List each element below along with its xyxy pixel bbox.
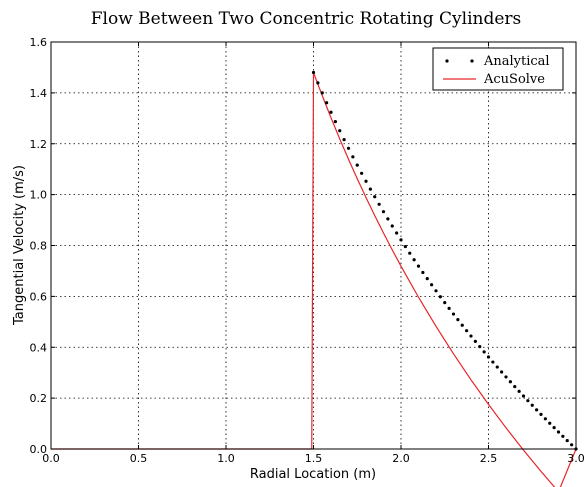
y-tick-label: 0.0 bbox=[30, 443, 48, 456]
analytical-point bbox=[565, 438, 569, 443]
analytical-point bbox=[338, 129, 342, 133]
legend-analytical-label: Analytical bbox=[483, 54, 550, 69]
analytical-point bbox=[355, 163, 359, 167]
analytical-point bbox=[316, 81, 320, 85]
analytical-point bbox=[325, 101, 329, 105]
analytical-point bbox=[360, 171, 364, 175]
x-tick-label: 0.0 bbox=[42, 452, 60, 465]
analytical-point bbox=[500, 370, 504, 374]
analytical-point bbox=[478, 345, 482, 349]
y-tick-label: 0.2 bbox=[30, 392, 48, 405]
analytical-point bbox=[556, 430, 561, 434]
analytical-point bbox=[399, 238, 403, 242]
analytical-point bbox=[486, 355, 491, 359]
y-tick-label: 0.4 bbox=[30, 341, 48, 354]
analytical-point bbox=[491, 360, 495, 364]
analytical-point bbox=[320, 91, 324, 95]
analytical-point bbox=[438, 295, 442, 299]
analytical-point bbox=[508, 380, 512, 384]
axis-ticks: 0.0 0.5 1.0 1.5 2.0 2.5 3.0 0.0 0.2 0.4 0.6 0.8 1.0 1… bbox=[30, 36, 585, 465]
x-tick-label: 1.0 bbox=[217, 452, 235, 465]
x-axis-label: Radial Location (m) bbox=[250, 467, 376, 482]
analytical-point bbox=[517, 389, 521, 393]
analytical-point bbox=[430, 283, 434, 287]
analytical-point bbox=[381, 210, 386, 214]
analytical-point bbox=[456, 318, 460, 322]
analytical-point bbox=[333, 119, 337, 124]
analytical-point bbox=[346, 146, 351, 150]
y-tick-label: 1.0 bbox=[30, 189, 48, 202]
y-tick-label: 1.2 bbox=[30, 138, 48, 151]
analytical-point bbox=[495, 365, 499, 369]
legend: Analytical AcuSolve bbox=[432, 47, 564, 91]
analytical-point bbox=[465, 329, 469, 333]
analytical-point bbox=[469, 334, 473, 338]
analytical-point bbox=[443, 300, 447, 305]
analytical-point bbox=[552, 426, 556, 430]
analytical-point bbox=[364, 179, 368, 183]
analytical-point bbox=[416, 264, 421, 268]
legend-analytical-marker-1 bbox=[445, 59, 449, 63]
analytical-point bbox=[482, 350, 486, 354]
y-tick-label: 0.8 bbox=[30, 240, 48, 253]
analytical-point bbox=[425, 277, 429, 281]
y-axis-label: Tangential Velocity (m/s) bbox=[12, 165, 27, 326]
analytical-point bbox=[351, 155, 355, 159]
analytical-point bbox=[311, 70, 316, 75]
x-tick-label: 2.5 bbox=[480, 452, 498, 465]
analytical-point bbox=[521, 394, 526, 398]
analytical-point bbox=[543, 417, 547, 421]
x-tick-label: 0.5 bbox=[130, 452, 148, 465]
legend-analytical-marker-2 bbox=[470, 59, 474, 63]
analytical-point bbox=[395, 231, 399, 235]
analytical-point bbox=[561, 434, 565, 438]
analytical-point bbox=[539, 412, 543, 416]
chart-title: Flow Between Two Concentric Rotating Cyl… bbox=[91, 9, 522, 29]
analytical-point bbox=[530, 403, 534, 407]
analytical-point bbox=[504, 375, 508, 379]
analytical-point bbox=[473, 339, 477, 343]
plot-series bbox=[51, 70, 578, 487]
analytical-point bbox=[526, 399, 530, 403]
y-tick-label: 1.6 bbox=[30, 36, 48, 49]
analytical-point bbox=[342, 138, 346, 142]
y-tick-label: 1.4 bbox=[30, 87, 48, 100]
analytical-point bbox=[408, 251, 412, 255]
x-tick-label: 2.0 bbox=[392, 452, 410, 465]
analytical-point bbox=[447, 306, 451, 310]
x-tick-label: 1.5 bbox=[305, 452, 323, 465]
y-tick-label: 0.6 bbox=[30, 290, 48, 303]
analytical-point bbox=[434, 289, 438, 293]
analytical-point bbox=[570, 443, 574, 447]
analytical-point bbox=[329, 110, 333, 114]
analytical-point bbox=[403, 244, 407, 249]
analytical-point bbox=[412, 258, 416, 262]
analytical-point bbox=[368, 187, 372, 191]
analytical-point bbox=[373, 195, 377, 199]
x-tick-label: 3.0 bbox=[567, 452, 585, 465]
analytical-point bbox=[390, 224, 394, 228]
analytical-point bbox=[421, 270, 425, 275]
analytical-point bbox=[513, 384, 517, 389]
analytical-point bbox=[377, 202, 381, 206]
analytical-point bbox=[386, 217, 390, 221]
legend-acusolve-label: AcuSolve bbox=[483, 72, 545, 87]
analytical-point bbox=[535, 408, 539, 412]
legend-box bbox=[432, 47, 564, 91]
analytical-point bbox=[451, 312, 456, 316]
analytical-point bbox=[548, 421, 552, 425]
analytical-point bbox=[460, 323, 464, 327]
